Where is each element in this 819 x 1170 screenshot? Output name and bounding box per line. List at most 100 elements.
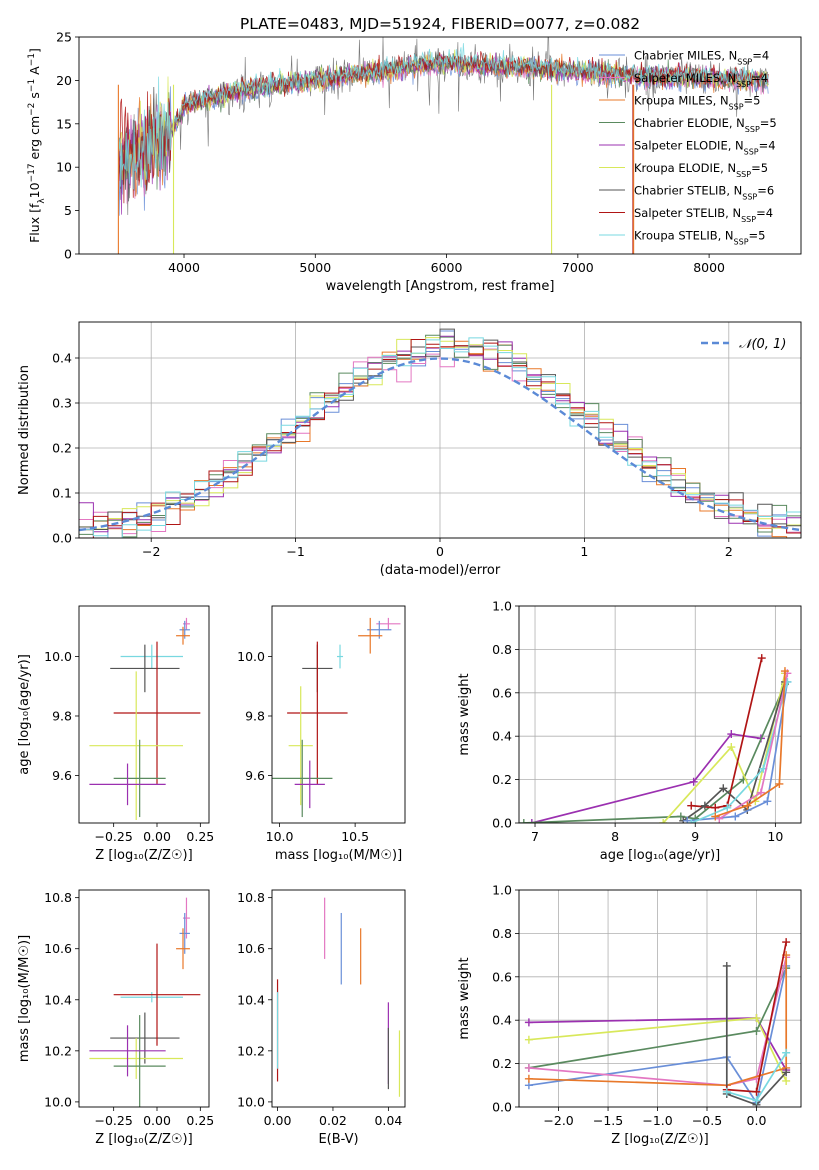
axes-frame <box>271 889 406 1108</box>
legend-n: =4 <box>756 206 773 220</box>
series-marker <box>780 667 789 676</box>
x-tick-label: 8000 <box>693 260 725 275</box>
series-marker <box>524 1035 533 1044</box>
series-marker <box>752 1087 761 1096</box>
panel-spectrum: 4000 5000 6000 7000 8000 0 5 10 15 20 25 wavelength… <box>27 30 802 294</box>
series-line <box>687 681 789 822</box>
y-axis-label-part: 10 <box>27 182 42 198</box>
series-marker <box>659 819 668 823</box>
series-marker <box>727 743 736 752</box>
y-tick-label: 9.6 <box>52 768 72 783</box>
legend-sub: SSP <box>736 170 751 179</box>
legend-sub: SSP <box>736 80 751 89</box>
legend-model: Chabrier ELODIE, N <box>634 116 745 130</box>
legend-label: Salpeter STELIB, NSSP=4 <box>634 206 773 224</box>
plot-area <box>276 897 401 1097</box>
series-line <box>725 966 787 1106</box>
series-marker <box>757 654 766 663</box>
y-tick-label: 0.1 <box>52 486 72 501</box>
y-tick-label: 0 <box>64 247 72 262</box>
legend-model: Salpeter STELIB, N <box>634 206 741 220</box>
legend-label: Kroupa STELIB, NSSP=5 <box>634 229 765 247</box>
x-tick-label: −1.0 <box>642 1113 672 1128</box>
x-axis-label: mass [log₁₀(M/M☉)] <box>275 848 402 863</box>
legend-sub: SSP <box>745 125 760 134</box>
legend-label: Salpeter ELODIE, NSSP=4 <box>634 139 776 157</box>
y-tick-label: 10.4 <box>44 992 72 1007</box>
y-tick-label: 25 <box>56 30 72 45</box>
legend-label: Kroupa ELODIE, NSSP=5 <box>634 161 768 179</box>
legend-n: =5 <box>749 229 766 243</box>
legend-label: Kroupa MILES, NSSP=5 <box>634 94 760 112</box>
x-tick-label: 6000 <box>431 260 463 275</box>
y-tick-label: 10.4 <box>237 992 265 1007</box>
legend-label: Chabrier ELODIE, NSSP=5 <box>634 116 777 134</box>
x-tick-label: 10.5 <box>341 829 369 844</box>
y-axis-label-part: −17 <box>27 163 37 182</box>
x-tick-label: 0.25 <box>186 1113 214 1128</box>
y-axis-label-part: Flux [f <box>27 203 42 243</box>
series-marker <box>687 801 696 810</box>
x-axis-label: wavelength [Angstrom, rest frame] <box>326 279 555 294</box>
series-marker <box>782 1048 791 1057</box>
plot-area <box>524 938 791 1107</box>
x-tick-label: 10 <box>767 829 783 844</box>
y-tick-label: 15 <box>56 116 72 131</box>
x-tick-label: 0.02 <box>319 1113 347 1128</box>
series-marker <box>689 777 698 786</box>
y-axis-label-part: s <box>27 92 42 103</box>
legend-sub: SSP <box>744 147 759 156</box>
x-axis-label: Z [log₁₀(Z/Z☉)] <box>95 1132 192 1147</box>
legend-model: Kroupa STELIB, N <box>634 229 734 243</box>
y-tick-label: 0.8 <box>492 642 512 657</box>
y-tick-label: 10.0 <box>44 649 72 664</box>
x-tick-label: −1 <box>286 544 304 559</box>
series-marker <box>731 812 740 821</box>
y-axis-label-part: erg cm <box>27 116 42 164</box>
panel-massweight_vs_age: 7 8 9 10 0.0 0.2 0.4 0.6 0.8 1.0 age [log₁₀(age/yr… <box>457 599 802 863</box>
axes-frame <box>78 36 802 255</box>
series-marker <box>676 812 685 821</box>
legend-sub: SSP <box>742 192 757 201</box>
x-axis-label: Z [log₁₀(Z/Z☉)] <box>611 1132 708 1147</box>
histogram-step <box>79 345 801 535</box>
legend-model: Salpeter MILES, N <box>634 71 736 85</box>
y-tick-label: 10.8 <box>44 890 72 905</box>
x-axis-label: (data-model)/error <box>380 563 501 578</box>
series-marker <box>519 819 528 823</box>
y-tick-label: 0.6 <box>492 969 512 984</box>
y-tick-label: 0.6 <box>492 685 512 700</box>
plot-area <box>519 654 792 823</box>
series-marker <box>727 730 736 739</box>
y-tick-label: 9.8 <box>52 708 72 723</box>
legend-sub: SSP <box>737 57 752 66</box>
y-axis-label-part: −1 <box>27 53 37 66</box>
y-tick-label: 1.0 <box>492 883 512 898</box>
x-tick-label: 0.00 <box>264 1113 292 1128</box>
y-axis-label: age [log₁₀(age/yr)] <box>17 654 32 775</box>
legend-model: Kroupa MILES, N <box>634 94 729 108</box>
model-spectrum <box>118 43 769 190</box>
plot-area <box>272 617 401 818</box>
legend-sub: SSP <box>729 102 744 111</box>
series-marker <box>527 819 536 823</box>
y-tick-label: 0.0 <box>492 816 512 831</box>
series-marker <box>756 788 765 797</box>
x-tick-label: −0.25 <box>95 1113 133 1128</box>
panel-age_vs_Z: −0.25 0.00 0.25 9.6 9.8 10.0 Z [log₁₀(Z/Z☉)] ag… <box>17 605 214 863</box>
plot-area <box>89 617 201 821</box>
y-axis-label-part: A <box>27 66 42 79</box>
x-tick-label: 0.25 <box>186 829 214 844</box>
legend-n: =5 <box>760 116 777 130</box>
series-line <box>531 733 762 823</box>
panel-age_vs_mass: 10.0 10.5 9.6 9.8 10.0 mass [log₁₀(M/M☉)] <box>237 605 406 863</box>
y-axis-label: mass weight <box>457 957 472 1039</box>
series-marker <box>711 803 720 812</box>
legend-n: =5 <box>751 161 768 175</box>
y-tick-label: 10.0 <box>237 1094 265 1109</box>
plot-area <box>117 37 769 254</box>
y-axis-label-part: −2 <box>27 103 37 116</box>
x-tick-label: −0.5 <box>692 1113 722 1128</box>
y-tick-label: 0.2 <box>492 772 512 787</box>
